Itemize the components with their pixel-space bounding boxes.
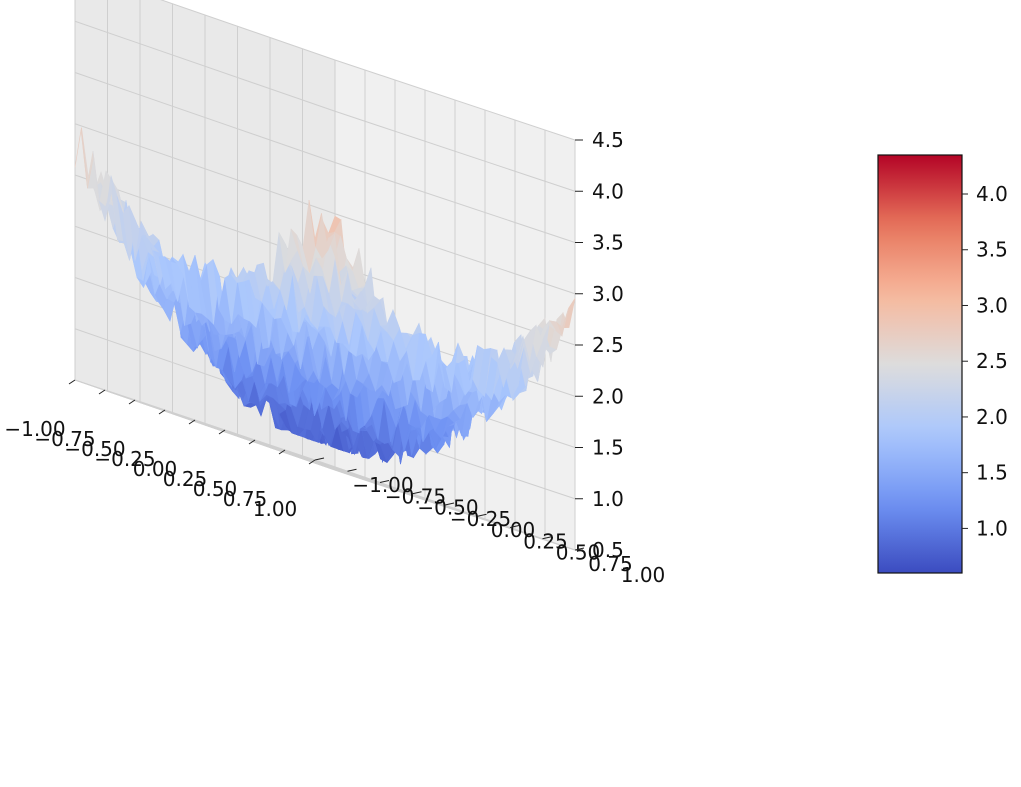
colorbar-tick-label: 2.5: [976, 349, 1008, 373]
x-tick-mark: [68, 379, 76, 385]
grid-line-z-left: [74, 123, 336, 215]
y-tick-label: −1.00: [352, 473, 413, 497]
x-tick-label: −0.75: [34, 427, 95, 451]
x-tick-mark: [188, 419, 196, 425]
colorbar-tick-label: 1.0: [976, 516, 1008, 540]
y-tick-mark: [347, 468, 357, 472]
x-tick-label: −1.00: [4, 417, 65, 441]
x-tick-label: 0.50: [193, 477, 238, 501]
grid-line-z-back: [334, 110, 576, 192]
grid-line-z-back: [334, 469, 576, 551]
y-tick-label: −0.25: [450, 507, 511, 531]
x-tick-mark: [158, 409, 166, 415]
x-tick-label: 1.00: [253, 497, 298, 521]
grid-line-z-left: [74, 20, 336, 112]
colorbar-tick-label: 1.5: [976, 461, 1008, 485]
x-tick-mark: [98, 389, 106, 395]
x-tick-label: −0.25: [94, 447, 155, 471]
surface-mesh: [74, 127, 576, 465]
y-tick-mark: [379, 480, 390, 483]
grid-line-z-left: [74, 72, 336, 163]
z-tick-label: 0.5: [592, 538, 624, 562]
colorbar-tick-label: 3.0: [976, 293, 1008, 317]
y-tick-label: −0.50: [417, 496, 478, 520]
y-tick-label: 0.75: [588, 552, 633, 576]
x-tick-mark: [218, 429, 226, 435]
x-tick-mark: [248, 439, 256, 445]
y-tick-label: 0.25: [523, 529, 568, 553]
y-tick-label: 0.00: [491, 518, 536, 542]
y-tick-label: 0.50: [556, 541, 601, 565]
y-tick-mark: [412, 491, 422, 495]
z-tick-label: 1.5: [592, 436, 624, 460]
x-tick-mark: [278, 449, 286, 455]
x-tick-label: 0.75: [223, 487, 268, 511]
grid-line-z-back: [334, 213, 576, 295]
x-tick-mark: [308, 459, 316, 465]
z-tick-label: 2.5: [592, 333, 624, 357]
surface-facet: [308, 200, 322, 247]
y-tick-mark: [314, 457, 325, 461]
y-tick-mark: [542, 536, 552, 540]
y-tick-mark: [477, 513, 487, 517]
axes-ticks: −1.00−0.75−0.50−0.250.000.250.500.751.00…: [4, 128, 665, 587]
z-tick-label: 2.0: [592, 384, 624, 408]
x-tick-label: 0.00: [133, 457, 178, 481]
colorbar: 1.0 1.5 2.0 2.5 3.0 3.5 4.0: [877, 154, 1008, 574]
z-tick-label: 1.0: [592, 487, 624, 511]
y-tick-mark: [444, 502, 455, 506]
y-tick-label: 1.00: [621, 563, 666, 587]
grid-line-z-left: [74, 379, 336, 471]
grid-line-z-back: [334, 162, 576, 243]
z-tick-label: 4.0: [592, 179, 624, 203]
colorbar-tick-label: 4.0: [976, 182, 1008, 206]
grid-line-z-left: [160, 0, 336, 61]
z-tick-label: 3.5: [592, 231, 624, 255]
x-tick-label: 0.25: [163, 467, 208, 491]
y-tick-mark: [509, 525, 520, 528]
y-tick-label: −0.75: [385, 484, 446, 508]
x-tick-label: −0.50: [64, 437, 125, 461]
z-tick-label: 4.5: [592, 128, 624, 152]
colorbar-tick-label: 3.5: [976, 238, 1008, 262]
colorbar-gradient: [877, 154, 963, 574]
z-tick-label: 3.0: [592, 282, 624, 306]
colorbar-tick-label: 2.0: [976, 405, 1008, 429]
x-tick-mark: [128, 399, 136, 405]
grid-line-z-back: [334, 59, 576, 141]
